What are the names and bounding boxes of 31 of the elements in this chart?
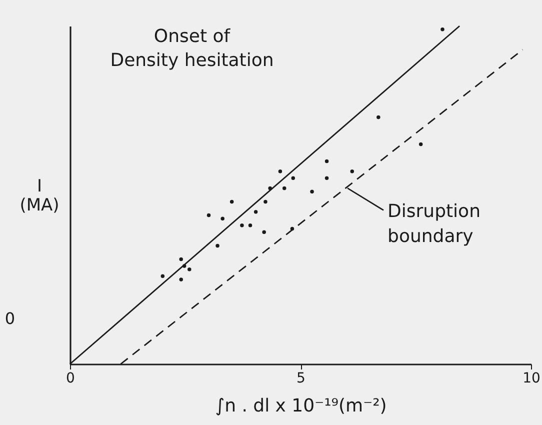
point bbox=[188, 267, 192, 272]
point bbox=[179, 278, 183, 282]
point bbox=[376, 115, 380, 120]
point bbox=[230, 200, 234, 204]
point bbox=[220, 216, 224, 221]
point bbox=[254, 210, 258, 214]
y-axis-title: I (MA) bbox=[20, 176, 60, 216]
point bbox=[216, 244, 220, 248]
x-tick-label: 10 bbox=[522, 370, 540, 386]
annotation: Onset of Density hesitation bbox=[110, 26, 274, 71]
point bbox=[282, 186, 286, 190]
point bbox=[278, 169, 282, 174]
text: 0 bbox=[4, 309, 16, 328]
point bbox=[179, 257, 183, 262]
point bbox=[291, 176, 295, 180]
point bbox=[324, 159, 329, 164]
x-tick-label: 0 bbox=[66, 370, 75, 386]
point bbox=[310, 190, 314, 194]
point bbox=[264, 200, 268, 204]
point bbox=[206, 213, 211, 218]
point bbox=[160, 274, 165, 278]
point bbox=[350, 169, 354, 174]
point bbox=[324, 176, 329, 180]
point bbox=[440, 28, 444, 32]
point bbox=[262, 230, 266, 234]
point bbox=[418, 142, 423, 146]
annotation: Disruption boundary bbox=[388, 201, 480, 248]
x-tick-label: 5 bbox=[296, 370, 306, 386]
point bbox=[240, 224, 244, 228]
x-axis-title: ∫n . dl x 10⁻¹⁹(m⁻²) bbox=[215, 396, 387, 416]
point bbox=[248, 224, 252, 228]
